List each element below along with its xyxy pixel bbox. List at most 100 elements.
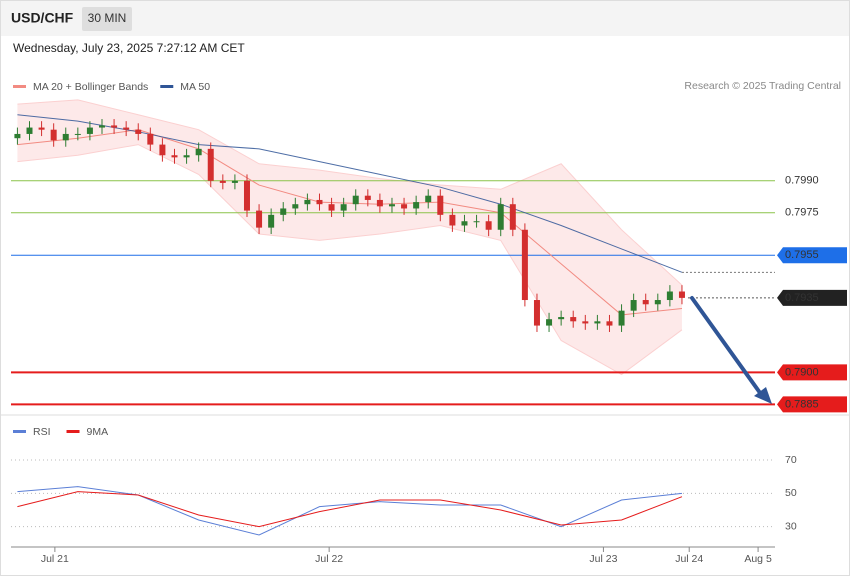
candle-body (678, 291, 685, 298)
candle-body (376, 199, 383, 207)
arrow-head (754, 387, 772, 404)
candle-body (328, 204, 335, 211)
candle-body (582, 321, 589, 324)
legend-swatch (13, 85, 26, 88)
level-label-box (777, 396, 847, 413)
candle-body (654, 300, 661, 305)
level-label: 0.7990 (785, 175, 819, 187)
level-label: 0.7955 (785, 249, 819, 261)
level-label: 0.7885 (785, 398, 819, 410)
candle-body (195, 148, 202, 156)
timeframe-box (82, 7, 132, 31)
candle-body (50, 129, 57, 141)
candle-body (570, 317, 577, 322)
candle-body (533, 300, 540, 326)
candle-body (425, 195, 432, 203)
candle-body (666, 291, 673, 301)
plot-layer: 0.7990 0.7975 0.7955 0.7935 0.7900 0.7885 MA 2… (11, 81, 847, 565)
candle-body (159, 144, 166, 156)
legend-swatch (160, 85, 174, 88)
legend-label: MA 20 + Bollinger Bands (33, 81, 148, 93)
level-label-box (777, 364, 847, 381)
candle-body (268, 214, 275, 228)
candle-body (292, 204, 299, 209)
candle-body (401, 204, 408, 209)
candle-body (219, 180, 226, 183)
candle-body (461, 221, 468, 226)
candle-body (304, 199, 311, 205)
candle-body (171, 155, 178, 158)
candle-body (98, 125, 105, 128)
x-tick-label: Jul 22 (315, 553, 343, 565)
candle-body (123, 127, 130, 130)
candle-body (606, 321, 613, 326)
x-tick-label: Aug 5 (744, 553, 772, 565)
candle-body (485, 221, 492, 230)
level-label: 0.7975 (785, 207, 819, 219)
candle-body (207, 148, 214, 181)
candle-body (642, 300, 649, 305)
candle-body (594, 321, 601, 324)
candle-body (62, 133, 69, 141)
level-label-box (777, 247, 847, 264)
candle-body (630, 300, 637, 311)
legend-label: MA 50 (180, 81, 210, 93)
candle-body (280, 208, 287, 215)
candle-body (509, 204, 516, 230)
candle-body (546, 319, 553, 326)
y-tick-label: 30 (785, 520, 797, 532)
x-tick-label: Jul 24 (675, 553, 703, 565)
candle-body (183, 155, 190, 158)
y-tick-label: 50 (785, 487, 797, 499)
ma50-line (17, 114, 683, 273)
candle-body (243, 180, 250, 211)
candle-body (449, 214, 456, 226)
candle-body (74, 133, 81, 135)
bollinger-upper (17, 99, 683, 286)
level-label-box (777, 289, 847, 306)
candle-body (256, 210, 263, 228)
candle-body (316, 199, 323, 205)
series-line (17, 486, 683, 536)
candle-body (111, 125, 118, 128)
candle-body (388, 204, 395, 207)
candle-body (231, 180, 238, 183)
forecast-arrow (690, 296, 765, 399)
legend-label: 9MA (87, 426, 109, 438)
candle-body (147, 133, 154, 145)
candle-body (521, 229, 528, 301)
legend-swatch (13, 430, 26, 433)
candle-body (558, 317, 565, 320)
header-bar (1, 1, 849, 36)
datetime: Wednesday, July 23, 2025 7:27:12 AM CET (13, 41, 245, 55)
level-label: 0.7900 (785, 366, 819, 378)
candle-body (26, 127, 33, 134)
candle-body (437, 195, 444, 215)
bollinger-fill (17, 99, 682, 375)
symbol: USD/CHF (11, 10, 74, 26)
x-tick-label: Jul 23 (589, 553, 617, 565)
candle-body (340, 204, 347, 211)
timeframe: 30 MIN (88, 11, 127, 25)
candle-body (135, 129, 142, 134)
candle-body (618, 310, 625, 326)
candle-body (38, 127, 45, 130)
candle-body (14, 133, 21, 139)
series-line (17, 491, 683, 528)
credit: Research © 2025 Trading Central (684, 80, 841, 92)
bollinger-lower (17, 144, 683, 376)
candle-body (497, 204, 504, 230)
candle-body (352, 195, 359, 205)
candle-body (364, 195, 371, 200)
candle-body (473, 221, 480, 223)
x-tick-label: Jul 21 (41, 553, 69, 565)
candle-body (86, 127, 93, 134)
y-tick-label: 70 (785, 454, 797, 466)
level-label: 0.7935 (785, 292, 819, 304)
candle-body (413, 202, 420, 209)
legend-label: RSI (33, 426, 51, 438)
ma20-line (17, 129, 683, 316)
legend-swatch (66, 430, 80, 433)
